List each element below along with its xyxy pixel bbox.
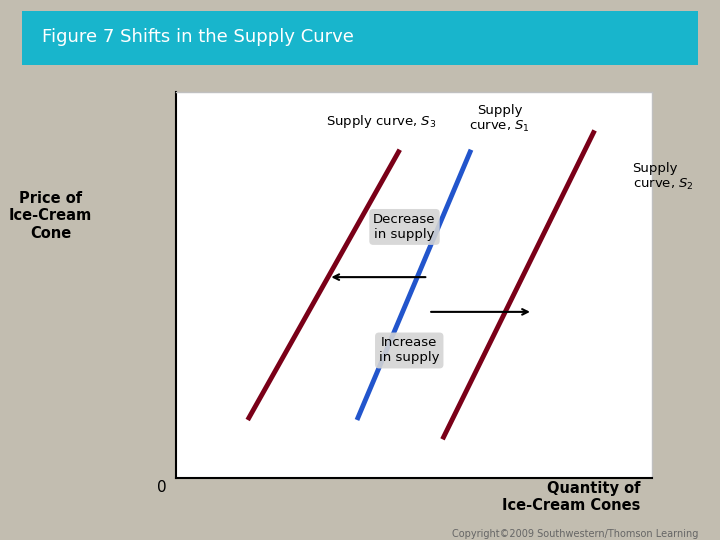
Text: Quantity of
Ice-Cream Cones: Quantity of Ice-Cream Cones — [503, 481, 641, 513]
Text: Increase
in supply: Increase in supply — [379, 336, 439, 365]
Text: Decrease
in supply: Decrease in supply — [373, 213, 436, 241]
FancyBboxPatch shape — [0, 8, 720, 68]
Text: Price of
Ice-Cream
Cone: Price of Ice-Cream Cone — [9, 191, 92, 241]
Text: Supply
curve, $S_1$: Supply curve, $S_1$ — [469, 104, 530, 134]
Text: Figure 7 Shifts in the Supply Curve: Figure 7 Shifts in the Supply Curve — [42, 28, 354, 46]
Text: Supply curve, $S_3$: Supply curve, $S_3$ — [325, 113, 436, 130]
Text: 0: 0 — [157, 480, 167, 495]
Text: Copyright©2009 Southwestern/Thomson Learning: Copyright©2009 Southwestern/Thomson Lear… — [452, 529, 698, 539]
Text: Supply
curve, $S_2$: Supply curve, $S_2$ — [633, 161, 693, 192]
